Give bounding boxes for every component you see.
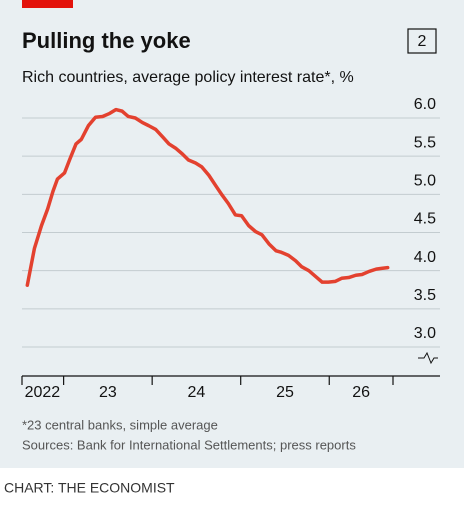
y-tick-label: 6.0	[414, 96, 436, 113]
y-tick-label: 3.0	[414, 325, 436, 342]
y-tick-label: 5.5	[414, 134, 436, 151]
chart-subtitle: Rich countries, average policy interest …	[22, 69, 354, 86]
x-tick-label: 23	[99, 384, 117, 401]
y-tick-label: 5.0	[414, 173, 436, 190]
chart-number: 2	[418, 33, 427, 50]
y-tick-label: 4.5	[414, 211, 436, 228]
footnote: *23 central banks, simple average	[22, 417, 218, 432]
x-tick-label: 2022	[25, 384, 61, 401]
chart-title: Pulling the yoke	[22, 28, 191, 53]
x-tick-label: 25	[276, 384, 294, 401]
line-series	[25, 107, 390, 287]
chart-number-box	[407, 28, 437, 54]
x-tick-label: 26	[352, 384, 370, 401]
y-tick-label: 3.5	[414, 287, 436, 304]
x-tick-label: 24	[188, 384, 206, 401]
source: Sources: Bank for International Settleme…	[22, 437, 356, 452]
credit: CHART: THE ECONOMIST	[4, 480, 175, 496]
panel-background	[0, 0, 464, 468]
y-tick-label: 4.0	[414, 249, 436, 266]
axis-break	[418, 351, 438, 365]
red-tag	[22, 0, 73, 8]
